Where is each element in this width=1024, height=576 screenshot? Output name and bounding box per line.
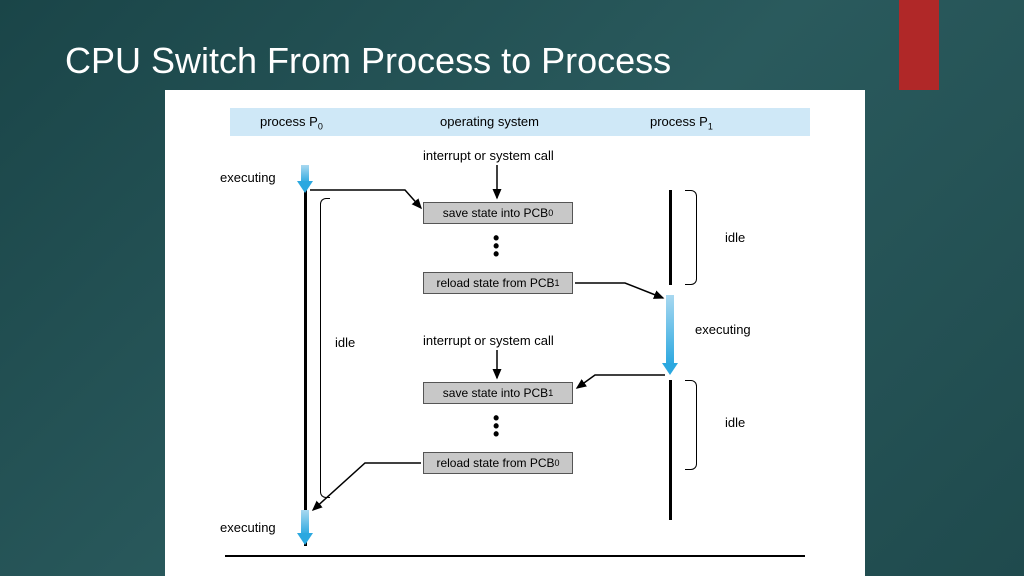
header-p1: process P1 [650, 114, 713, 132]
p1-timeline-bot [669, 380, 672, 520]
p0-exec-arrow-bot [301, 510, 309, 535]
diagram: process P0 operating system process P1 i… [165, 90, 865, 576]
accent-bar [899, 0, 939, 90]
dots-1: ••• [493, 234, 499, 258]
box-save-pcb1: save state into PCB1 [423, 382, 573, 404]
label-idle-right-bot: idle [725, 415, 745, 430]
header-os: operating system [440, 114, 539, 129]
bottom-line [225, 555, 805, 557]
brace-idle-right-top [685, 190, 697, 285]
box-reload-pcb0: reload state from PCB0 [423, 452, 573, 474]
label-idle-left: idle [335, 335, 355, 350]
label-executing-bot: executing [220, 520, 276, 535]
brace-idle-right-bot [685, 380, 697, 470]
interrupt-label-2: interrupt or system call [423, 333, 554, 348]
box-reload-pcb1: reload state from PCB1 [423, 272, 573, 294]
p0-timeline [304, 188, 307, 546]
p0-exec-arrow-top [301, 165, 309, 183]
dots-2: ••• [493, 414, 499, 438]
label-executing-mid: executing [695, 322, 751, 337]
slide-title: CPU Switch From Process to Process [65, 40, 671, 82]
label-idle-right-top: idle [725, 230, 745, 245]
p1-exec-arrow [666, 295, 674, 365]
box-save-pcb0: save state into PCB0 [423, 202, 573, 224]
interrupt-label-1: interrupt or system call [423, 148, 554, 163]
label-executing-top: executing [220, 170, 276, 185]
p1-timeline-top [669, 190, 672, 285]
brace-idle-left [320, 198, 330, 498]
header-p0: process P0 [260, 114, 323, 132]
